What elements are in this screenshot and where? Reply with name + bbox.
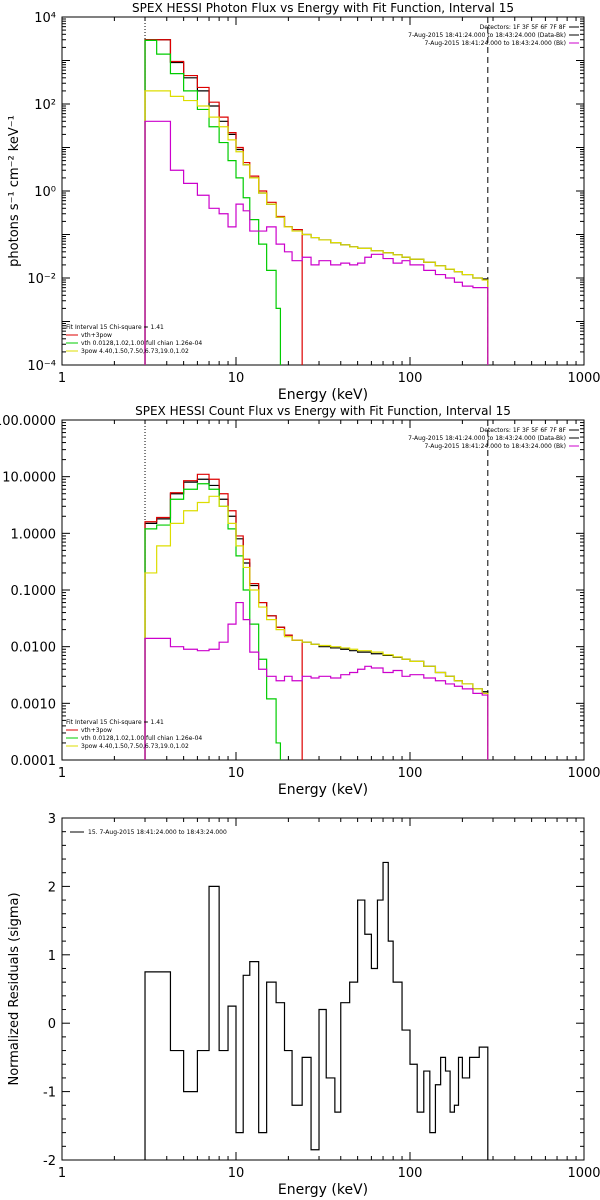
legend-bottomleft-entry: Fit Interval 15 Chi-square = 1.41 [66, 324, 164, 331]
x-tick-label: 1000 [567, 766, 600, 781]
y-tick-label: 0.0001 [11, 754, 57, 769]
series-line-5 [144, 120, 489, 365]
y-tick-label: -2 [43, 1154, 56, 1169]
series-line-2 [144, 473, 303, 760]
series-group [144, 473, 489, 760]
series-group [144, 861, 489, 1160]
legend-topleft-entry: 15. 7-Aug-2015 18:41:24.000 to 18:43:24.… [88, 829, 227, 836]
x-tick-label: 1000 [567, 371, 600, 386]
legend-bottomleft-entry: vth+3pow [81, 332, 112, 339]
x-tick-label: 1 [58, 371, 66, 386]
y-tick-label: 10.0000 [2, 471, 56, 486]
legend-bottomleft-entry: vth+3pow [81, 727, 112, 734]
x-tick-label: 1000 [567, 1166, 600, 1181]
series-line-4 [144, 495, 489, 760]
x-tick-label: 10 [228, 1166, 245, 1181]
y-tick-label: 2 [48, 880, 56, 895]
legend-topright-entry: 7-Aug-2015 18:41:24.000 to 18:43:24.000 … [424, 443, 566, 450]
legend-bottomleft-entry: vth 0.0128,1.02,1.00 full chian 1.26e-04 [81, 735, 202, 742]
y-tick-label: 1.0000 [11, 527, 57, 542]
series-line-4 [144, 90, 489, 365]
x-tick-label: 100 [398, 766, 423, 781]
x-tick-label: 1 [58, 766, 66, 781]
y-axis-label: photons s⁻¹ cm⁻² keV⁻¹ [7, 115, 22, 267]
x-tick-label: 10 [228, 371, 245, 386]
series-line-1 [144, 478, 489, 760]
y-tick-label: 100.0000 [0, 414, 56, 429]
series-line-3 [144, 483, 282, 760]
x-axis-label: Energy (keV) [278, 782, 368, 798]
y-tick-label: 10⁻⁴ [27, 359, 56, 374]
series-line-5 [144, 601, 489, 760]
x-tick-label: 10 [228, 766, 245, 781]
y-tick-label: 0.0100 [11, 641, 57, 656]
y-tick-label: 3 [48, 812, 56, 827]
y-tick-label: 10⁰ [34, 185, 56, 200]
legend-topright-entry: Detectors: 1F 3F 5F 6F 7F 8F [480, 24, 567, 31]
series-line-1 [144, 39, 489, 365]
x-axis-label: Energy (keV) [278, 387, 368, 403]
x-tick-label: 1 [58, 1166, 66, 1181]
y-tick-label: -1 [43, 1086, 56, 1101]
y-tick-label: 10⁻² [27, 272, 56, 287]
legend-topright-entry: 7-Aug-2015 18:41:24.000 to 18:43:24.000 … [424, 40, 566, 47]
series-group [144, 39, 489, 365]
y-tick-label: 0.0010 [11, 697, 57, 712]
plot-frame [61, 16, 585, 366]
y-tick-label: 0.1000 [11, 584, 57, 599]
legend-topright-entry: 7-Aug-2015 18:41:24.000 to 18:43:24.000 … [408, 435, 566, 442]
series-line-2 [144, 39, 303, 365]
chart-panel-1: 1 10 100 1000 10⁻⁴ 10⁻² 10⁰ 10² 10⁴ SPEX HESSI Ph… [7, 1, 600, 403]
x-tick-label: 100 [398, 371, 423, 386]
legend-topright-entry: Detectors: 1F 3F 5F 6F 7F 8F [480, 427, 567, 434]
series-line-1 [144, 861, 489, 1160]
y-tick-label: 1 [48, 949, 56, 964]
y-tick-label: 0 [48, 1017, 56, 1032]
chart-title: SPEX HESSI Photon Flux vs Energy with Fi… [132, 1, 514, 15]
legend-bottomleft-entry: vth 0.0128,1.02,1.00 full chian 1.26e-04 [81, 340, 202, 347]
y-tick-label: 10⁴ [34, 11, 56, 26]
y-tick-label: 10² [34, 98, 56, 113]
chart-title: SPEX HESSI Count Flux vs Energy with Fit… [135, 404, 511, 418]
y-axis-label: Normalized Residuals (sigma) [7, 892, 22, 1085]
legend-topright-entry: 7-Aug-2015 18:41:24.000 to 18:43:24.000 … [408, 32, 566, 39]
legend-bottomleft-entry: 3pow 4.40,1.50,7.50,6.73,19.0,1.02 [81, 348, 189, 355]
plot-frame [61, 419, 585, 761]
chart-panel-3: 1 10 100 1000 -2 -1 0 1 2 3 Energy (keV) Normalized… [7, 812, 600, 1198]
series-line-3 [144, 39, 282, 365]
chart-panel-2: 1 10 100 1000 0.0001 0.0010 0.0100 0.1000 1.0000… [0, 404, 600, 798]
x-axis-label: Energy (keV) [278, 1182, 368, 1198]
legend-bottomleft-entry: Fit Interval 15 Chi-square = 1.41 [66, 719, 164, 726]
x-tick-label: 100 [398, 1166, 423, 1181]
legend-bottomleft-entry: 3pow 4.40,1.50,7.50,6.73,19.0,1.02 [81, 743, 189, 750]
plot-frame [61, 817, 585, 1161]
